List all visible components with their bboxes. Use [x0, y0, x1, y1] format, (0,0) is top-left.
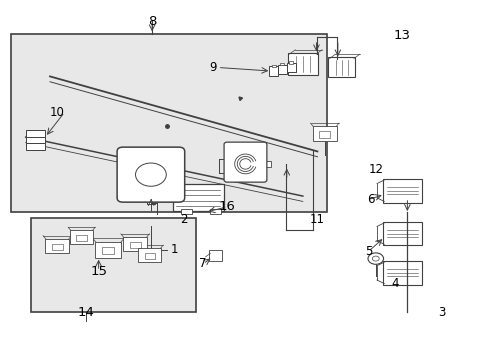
- Text: 12: 12: [367, 163, 383, 176]
- Ellipse shape: [135, 163, 166, 186]
- Bar: [11, 33, 326, 212]
- Text: 5: 5: [364, 245, 371, 258]
- FancyBboxPatch shape: [208, 250, 221, 261]
- Bar: [52, 244, 62, 250]
- FancyBboxPatch shape: [382, 179, 421, 203]
- FancyBboxPatch shape: [327, 58, 355, 77]
- Text: 16: 16: [219, 200, 235, 213]
- Text: 7: 7: [199, 257, 206, 270]
- Text: 15: 15: [90, 265, 107, 278]
- FancyBboxPatch shape: [172, 184, 224, 211]
- Bar: [280, 63, 284, 65]
- Bar: [271, 64, 275, 67]
- FancyBboxPatch shape: [123, 237, 147, 251]
- FancyBboxPatch shape: [26, 143, 44, 150]
- FancyBboxPatch shape: [269, 66, 278, 76]
- FancyBboxPatch shape: [287, 53, 317, 75]
- Bar: [288, 61, 292, 64]
- Text: 13: 13: [393, 29, 410, 42]
- Bar: [181, 209, 192, 213]
- FancyBboxPatch shape: [26, 130, 44, 137]
- FancyBboxPatch shape: [117, 147, 184, 202]
- FancyBboxPatch shape: [278, 64, 286, 74]
- FancyBboxPatch shape: [286, 63, 295, 72]
- FancyBboxPatch shape: [382, 261, 421, 285]
- Bar: [319, 131, 329, 138]
- FancyBboxPatch shape: [138, 248, 161, 262]
- FancyBboxPatch shape: [224, 142, 266, 182]
- Text: 8: 8: [148, 14, 156, 27]
- Bar: [129, 242, 140, 248]
- FancyBboxPatch shape: [26, 137, 44, 143]
- Text: 14: 14: [78, 306, 95, 319]
- Text: 10: 10: [50, 105, 64, 119]
- Text: 1: 1: [170, 243, 177, 256]
- Circle shape: [372, 256, 378, 261]
- FancyBboxPatch shape: [70, 230, 93, 244]
- Text: 11: 11: [309, 213, 324, 226]
- FancyBboxPatch shape: [45, 239, 69, 253]
- Text: 2: 2: [180, 213, 187, 226]
- Bar: [30, 217, 196, 312]
- FancyBboxPatch shape: [95, 242, 121, 257]
- Bar: [210, 209, 221, 213]
- Text: 3: 3: [437, 306, 444, 319]
- Bar: [102, 247, 114, 254]
- Circle shape: [367, 253, 383, 264]
- FancyBboxPatch shape: [382, 222, 421, 246]
- Bar: [147, 198, 155, 204]
- Text: 6: 6: [366, 193, 374, 206]
- Text: 4: 4: [391, 277, 398, 290]
- Bar: [144, 253, 155, 259]
- FancyBboxPatch shape: [312, 126, 336, 141]
- Text: 9: 9: [209, 61, 216, 74]
- Bar: [262, 161, 270, 167]
- Bar: [76, 235, 86, 241]
